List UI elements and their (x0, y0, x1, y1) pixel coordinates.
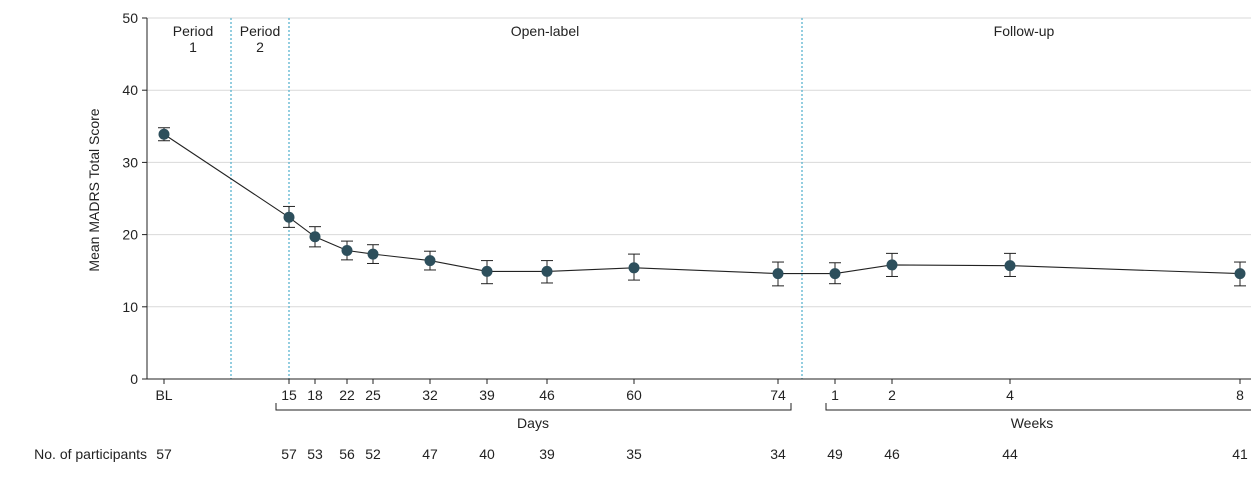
x-tick-label: 32 (422, 387, 438, 403)
y-axis-label: Mean MADRS Total Score (86, 108, 102, 271)
participant-count: 34 (770, 446, 786, 462)
x-tick-label: 39 (479, 387, 495, 403)
data-point (367, 248, 379, 260)
data-point (886, 259, 898, 271)
x-tick-label: 22 (339, 387, 355, 403)
x-tick-label: 1 (831, 387, 839, 403)
participant-count: 41 (1232, 446, 1248, 462)
weeks-group-label: Weeks (1011, 415, 1054, 431)
x-tick-label: 2 (888, 387, 896, 403)
data-point (309, 231, 321, 243)
participant-count: 39 (539, 446, 555, 462)
data-point (829, 268, 841, 280)
phase-label: Follow-up (994, 23, 1055, 39)
weeks-bracket (825, 403, 1251, 411)
participant-count: 47 (422, 446, 438, 462)
x-tick-label: BL (155, 387, 172, 403)
x-tick-label: 25 (365, 387, 381, 403)
participant-count: 52 (365, 446, 381, 462)
y-tick-label: 10 (122, 299, 138, 315)
days-bracket (275, 403, 792, 411)
phase-label: 1 (189, 39, 197, 55)
participant-count: 56 (339, 446, 355, 462)
y-tick-label: 30 (122, 154, 138, 170)
data-point (772, 268, 784, 280)
data-point (283, 211, 295, 223)
series-line (163, 133, 1241, 275)
phase-label: Period (240, 23, 280, 39)
data-point (424, 255, 436, 267)
y-tick-label: 20 (122, 227, 138, 243)
participant-count: 53 (307, 446, 323, 462)
data-point (628, 262, 640, 274)
x-tick-label: 46 (539, 387, 555, 403)
participant-count: 35 (626, 446, 642, 462)
participants-row-label: No. of participants (34, 446, 147, 462)
participant-count: 40 (479, 446, 495, 462)
data-point (1234, 268, 1246, 280)
x-tick-label: 15 (281, 387, 297, 403)
y-tick-label: 0 (130, 371, 138, 387)
participant-count: 49 (827, 446, 843, 462)
phase-label: Period (173, 23, 213, 39)
x-tick-label: 60 (626, 387, 642, 403)
days-group-label: Days (517, 415, 549, 431)
y-tick-label: 50 (122, 10, 138, 26)
data-point (541, 265, 553, 277)
phase-label: Open-label (511, 23, 580, 39)
x-tick-label: 74 (770, 387, 786, 403)
participant-count: 57 (156, 446, 172, 462)
x-tick-label: 8 (1236, 387, 1244, 403)
data-point (481, 265, 493, 277)
phase-label: 2 (256, 39, 264, 55)
data-point (158, 128, 170, 140)
data-point (341, 244, 353, 256)
participant-count: 46 (884, 446, 900, 462)
data-point (1004, 260, 1016, 272)
y-tick-label: 40 (122, 82, 138, 98)
x-tick-label: 4 (1006, 387, 1014, 403)
participant-count: 57 (281, 446, 297, 462)
participant-count: 44 (1002, 446, 1018, 462)
x-tick-label: 18 (307, 387, 323, 403)
